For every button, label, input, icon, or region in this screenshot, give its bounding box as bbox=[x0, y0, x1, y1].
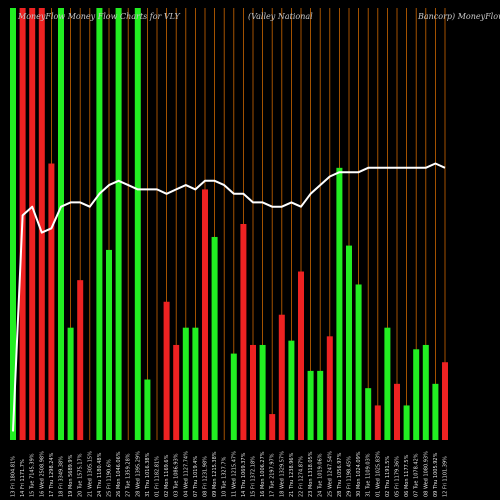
x-tick-label: 18 Wed 1329.57% bbox=[279, 451, 285, 497]
bar-44 bbox=[422, 344, 429, 440]
x-tick-label: 18 Fri 3349.38% bbox=[59, 456, 65, 497]
bar-25 bbox=[240, 224, 247, 440]
bar-22 bbox=[211, 236, 218, 440]
x-tick-label: 20 Tue 1575.17% bbox=[78, 453, 84, 497]
bar-30 bbox=[288, 340, 295, 440]
bar-11 bbox=[106, 249, 112, 440]
bar-37 bbox=[355, 284, 362, 440]
bar-8 bbox=[77, 280, 84, 440]
x-tick-label: 05 Fri 1179.36% bbox=[395, 456, 401, 497]
bar-40 bbox=[384, 327, 391, 440]
bar-17 bbox=[163, 301, 170, 440]
bar-31 bbox=[298, 271, 304, 440]
x-tick-label: 31 Tue 1109.03% bbox=[366, 453, 372, 497]
bar-3 bbox=[29, 8, 36, 440]
bar-43 bbox=[413, 349, 420, 440]
x-tick-label: 14 Fri 1171.7% bbox=[20, 459, 26, 497]
x-tick-label: 26 Mon 1046.06% bbox=[116, 451, 122, 497]
x-tick-label: 08 Fri 1231.98% bbox=[203, 456, 209, 497]
bar-18 bbox=[173, 344, 180, 440]
bar-12 bbox=[115, 8, 122, 440]
bar-7 bbox=[67, 327, 74, 440]
x-tick-label: 04 Wed 1127.74% bbox=[183, 451, 189, 497]
x-tick-label: 21 Wed 1305.15% bbox=[87, 451, 93, 497]
x-tick-label: 31 Thu 1016.38% bbox=[145, 452, 151, 497]
x-tick-label: 14 Thu 1069.37% bbox=[241, 452, 247, 497]
x-axis-labels: 13 Fri 1804.81% 14 Fri 1171.7% 15 Tue 7145… bbox=[11, 451, 449, 497]
x-tick-label: 17 Thu 1298.24% bbox=[49, 452, 55, 497]
money-flow-line bbox=[12, 162, 446, 432]
x-tick-label: 27 Tue 1359.28% bbox=[126, 453, 132, 497]
bar-41 bbox=[394, 383, 400, 440]
x-tick-label: 08 Wed 1080.93% bbox=[423, 451, 429, 497]
bar-26 bbox=[250, 344, 256, 440]
x-tick-label: 01 Wed 1025.83% bbox=[375, 451, 381, 497]
chart-title-middle: (Valley National bbox=[248, 12, 313, 21]
x-tick-label: 17 Tue 2197.97% bbox=[270, 453, 276, 497]
x-tick-label: 10 Tue 1327.7% bbox=[222, 456, 228, 497]
x-tick-label: 21 Thu 1238.96% bbox=[289, 452, 295, 497]
bar-4 bbox=[38, 8, 45, 440]
x-tick-label: 25 Fri 1190.6% bbox=[107, 459, 113, 497]
x-tick-label: 28 Thu 1056.97% bbox=[337, 452, 343, 497]
bar-24 bbox=[230, 353, 237, 440]
bar-29 bbox=[278, 314, 285, 440]
bar-20 bbox=[192, 327, 199, 440]
bar-32 bbox=[307, 370, 314, 440]
bar-33 bbox=[317, 370, 324, 440]
bar-36 bbox=[346, 245, 352, 440]
bar-39 bbox=[374, 405, 381, 440]
x-tick-label: 02 Mon 1169.6% bbox=[164, 454, 170, 497]
bar-14 bbox=[134, 8, 141, 440]
chart-title-left: MoneyFlow Money Flow Charts for VLY bbox=[18, 12, 180, 21]
x-tick-label: 28 Wed 1395.29% bbox=[135, 451, 141, 497]
x-tick-label: 16 Mon 1006.27% bbox=[260, 451, 266, 497]
bar-35 bbox=[336, 167, 343, 440]
x-tick-label: 15 Fri 1372.18% bbox=[251, 456, 257, 497]
bar-46 bbox=[442, 362, 448, 440]
x-tick-label: 07 Tue 1078.42% bbox=[414, 453, 420, 497]
x-tick-label: 24 Thu 1180.48% bbox=[97, 452, 103, 497]
chart-title-right: Bancorp) MoneyFlow bbox=[418, 12, 500, 21]
x-tick-label: 22 Fri 1274.87% bbox=[299, 456, 305, 497]
x-tick-label: 07 Thu 1019.4% bbox=[193, 456, 199, 497]
x-tick-label: 25 Wed 1247.54% bbox=[327, 451, 333, 497]
bar-34 bbox=[326, 336, 333, 440]
bar-5 bbox=[48, 163, 55, 440]
bar-42 bbox=[403, 405, 410, 440]
bar-15 bbox=[144, 379, 151, 440]
bar-38 bbox=[365, 388, 372, 440]
bar-6 bbox=[58, 8, 64, 440]
x-tick-label: 11 Wed 1215.47% bbox=[231, 451, 237, 497]
x-tick-label: 06 Mon 1177.5% bbox=[404, 454, 410, 497]
x-tick-label: 19 Mon 5689.9% bbox=[68, 454, 74, 497]
x-tick-label: 30 Mon 1024.09% bbox=[356, 451, 362, 497]
x-tick-label: 02 Thu 1191.5% bbox=[385, 456, 391, 497]
x-tick-label: 13 Fri 1804.81% bbox=[11, 456, 17, 497]
x-tick-label: 15 Tue 7145.39% bbox=[30, 453, 36, 497]
x-tick-label: 16 Wed 2508.98% bbox=[39, 451, 45, 497]
bars-group bbox=[10, 8, 448, 440]
x-tick-label: 03 Tue 1086.93% bbox=[174, 453, 180, 497]
x-tick-label: 23 Mon 1318.05% bbox=[308, 451, 314, 497]
x-tick-label: 09 Mon 1215.38% bbox=[212, 451, 218, 497]
bar-27 bbox=[259, 344, 266, 440]
x-tick-label: 09 Thu 1005.92% bbox=[433, 452, 439, 497]
bar-45 bbox=[432, 383, 439, 440]
bar-1 bbox=[10, 8, 16, 440]
bar-21 bbox=[202, 189, 208, 440]
bar-19 bbox=[182, 327, 189, 440]
bar-28 bbox=[269, 414, 276, 440]
x-tick-label: 12 Fri 1101.39% bbox=[443, 456, 449, 497]
x-tick-label: 01 Fri 1182.81% bbox=[155, 456, 161, 497]
bar-10 bbox=[96, 8, 103, 440]
x-tick-label: 24 Tue 1019.06% bbox=[318, 453, 324, 497]
x-tick-label: 29 Fri 1198.45% bbox=[347, 456, 353, 497]
